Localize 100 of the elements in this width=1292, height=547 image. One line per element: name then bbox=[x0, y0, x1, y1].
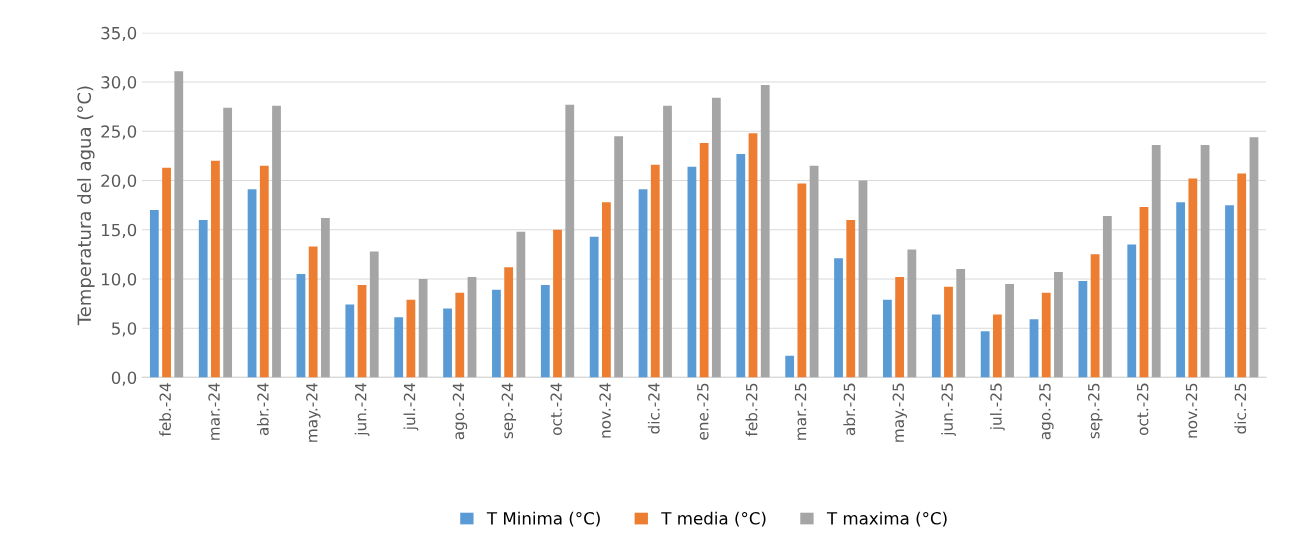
bar bbox=[602, 202, 611, 378]
y-tick-label: 15,0 bbox=[101, 223, 137, 239]
bar bbox=[211, 160, 220, 378]
bar bbox=[357, 284, 367, 378]
bar bbox=[736, 153, 746, 378]
bar bbox=[259, 165, 269, 378]
bar bbox=[223, 107, 233, 378]
bar bbox=[1029, 319, 1039, 378]
bar bbox=[149, 210, 159, 378]
bar bbox=[406, 299, 416, 378]
bar bbox=[785, 355, 795, 378]
x-tick-label: dic.-25 bbox=[1234, 383, 1247, 434]
bar bbox=[492, 289, 501, 378]
legend-label: T media (°C) bbox=[661, 511, 766, 527]
bar bbox=[320, 217, 330, 378]
bar bbox=[650, 164, 660, 378]
bar bbox=[1041, 292, 1051, 378]
x-tick-label: jul.-25 bbox=[989, 383, 1005, 431]
bar bbox=[1078, 280, 1088, 378]
bar bbox=[272, 105, 281, 378]
bar bbox=[162, 167, 171, 378]
bar bbox=[1151, 145, 1161, 378]
bar bbox=[748, 133, 758, 378]
x-tick-label: jun.-24 bbox=[354, 383, 370, 436]
bar bbox=[443, 308, 452, 378]
bar bbox=[944, 286, 953, 378]
bar bbox=[504, 267, 514, 378]
bar bbox=[540, 284, 550, 378]
bar bbox=[797, 183, 807, 378]
bar bbox=[1005, 283, 1014, 378]
x-tick-label: abr.-25 bbox=[843, 383, 856, 436]
y-tick-label: 5,0 bbox=[112, 322, 137, 337]
bar bbox=[369, 251, 379, 378]
y-axis-title: Temperatura del agua (°C) bbox=[77, 86, 95, 326]
x-tick-label: sep.-24 bbox=[501, 383, 517, 439]
bar bbox=[711, 97, 721, 378]
x-tick-label: mar.-25 bbox=[794, 383, 807, 440]
y-tick-label: 25,0 bbox=[101, 125, 137, 140]
x-tick-label: oct.-24 bbox=[550, 383, 562, 435]
bar bbox=[883, 299, 892, 378]
bar bbox=[565, 104, 575, 378]
bar bbox=[699, 143, 709, 378]
bar bbox=[1200, 145, 1210, 378]
x-tick-label: nov.-24 bbox=[599, 383, 611, 438]
bar bbox=[834, 258, 843, 378]
bar bbox=[663, 105, 672, 378]
x-tick-label: ene.-25 bbox=[697, 383, 709, 440]
bar bbox=[1225, 205, 1234, 378]
bar bbox=[1090, 254, 1100, 378]
bar bbox=[809, 165, 819, 378]
bar bbox=[907, 249, 917, 378]
x-tick-label: oct.-25 bbox=[1136, 383, 1149, 435]
bar bbox=[345, 304, 355, 378]
bar bbox=[1249, 137, 1259, 378]
bar bbox=[760, 85, 770, 378]
bar bbox=[553, 229, 562, 378]
x-tick-label: feb.-24 bbox=[159, 383, 171, 437]
legend-label: T maxima (°C) bbox=[826, 511, 947, 527]
x-tick-label: jun.-25 bbox=[941, 383, 956, 436]
x-tick-label: ago.-24 bbox=[452, 383, 468, 440]
bar bbox=[455, 292, 465, 378]
bar bbox=[980, 331, 990, 378]
bar bbox=[895, 277, 905, 378]
bar bbox=[846, 219, 856, 378]
x-tick-label: feb.-25 bbox=[745, 383, 758, 437]
x-tick-label: dic.-24 bbox=[647, 383, 660, 434]
legend-label: T Minima (°C) bbox=[486, 511, 600, 527]
bar bbox=[931, 314, 941, 378]
bar bbox=[394, 317, 404, 378]
bar bbox=[638, 189, 648, 378]
x-tick-label: may.-25 bbox=[892, 383, 908, 442]
y-tick-label: 0,0 bbox=[111, 371, 137, 386]
x-tick-label: may.-24 bbox=[306, 383, 321, 442]
y-tick-label: 10,0 bbox=[101, 272, 137, 288]
x-tick-label: ago.-25 bbox=[1039, 383, 1054, 440]
bar bbox=[956, 269, 966, 378]
bar bbox=[589, 236, 599, 378]
x-tick-label: sep.-25 bbox=[1087, 383, 1103, 439]
bar bbox=[992, 314, 1002, 378]
bar bbox=[516, 231, 526, 378]
x-tick-label: nov.-25 bbox=[1185, 383, 1198, 438]
bar bbox=[308, 246, 318, 378]
bar bbox=[247, 189, 257, 378]
bar bbox=[614, 136, 624, 378]
x-tick-label: jul.-24 bbox=[403, 383, 419, 431]
bar bbox=[467, 277, 477, 378]
y-tick-label: 35,0 bbox=[101, 26, 137, 42]
y-tick-label: 30,0 bbox=[101, 76, 137, 91]
bar bbox=[198, 219, 208, 378]
bar bbox=[858, 180, 868, 378]
bar bbox=[174, 71, 184, 378]
bar bbox=[418, 278, 428, 378]
bar bbox=[1102, 215, 1112, 378]
x-tick-label: mar.-24 bbox=[208, 383, 220, 440]
bar bbox=[1127, 244, 1137, 378]
bar bbox=[1054, 272, 1063, 378]
bar bbox=[1188, 178, 1198, 378]
bar bbox=[1237, 173, 1247, 378]
x-tick-label: abr.-24 bbox=[256, 383, 269, 436]
bar bbox=[296, 274, 306, 378]
